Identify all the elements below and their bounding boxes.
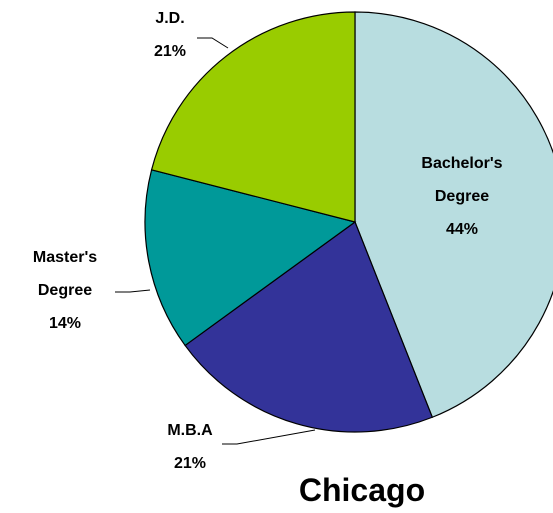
- leader-line: [197, 37, 229, 49]
- pie-slice: [184, 221, 434, 433]
- value-label: 14%: [48, 315, 82, 332]
- value-label: 21%: [173, 455, 207, 472]
- category-label: M.B.A: [167, 422, 213, 439]
- leader-line: [222, 429, 316, 445]
- pie-slice: [150, 11, 356, 223]
- value-label: 21%: [153, 43, 187, 60]
- pie-slice: [354, 11, 553, 419]
- value-label: 44%: [445, 221, 479, 238]
- category-label: Bachelor's Degree: [421, 155, 503, 205]
- chart-title: Chicago: [298, 472, 426, 508]
- category-label: Master's Degree: [32, 249, 98, 299]
- leader-line: [115, 289, 151, 293]
- slice-label: M.B.A 21%: [130, 414, 250, 480]
- slice-label: Bachelor's Degree 44%: [402, 147, 522, 246]
- pie-slice: [144, 169, 357, 347]
- slice-label: J.D. 21%: [120, 2, 220, 68]
- slice-label: Master's Degree 14%: [10, 241, 120, 340]
- category-label: J.D.: [155, 10, 185, 27]
